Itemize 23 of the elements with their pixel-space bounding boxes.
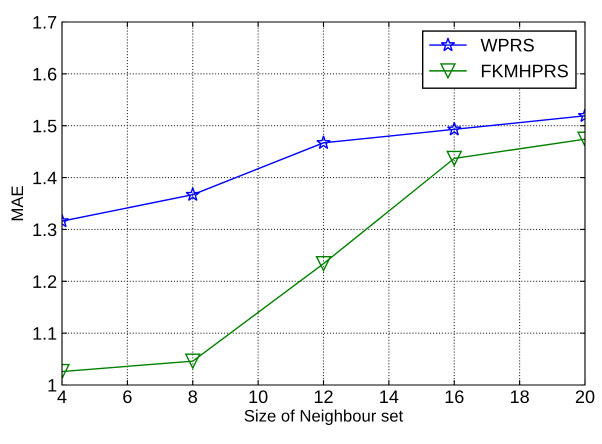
legend-label: FKMHPRS xyxy=(482,64,568,78)
y-tick-label: 1.4 xyxy=(33,172,57,184)
x-tick-label: 10 xyxy=(249,390,268,404)
y-tick-label: 1.6 xyxy=(33,68,56,81)
y-tick-label: 1.5 xyxy=(33,120,56,132)
x-tick-label: 20 xyxy=(576,390,594,404)
y-axis-title: MAE xyxy=(12,186,24,220)
point xyxy=(316,135,331,150)
y-tick-label: 1.7 xyxy=(33,16,56,29)
x-tick-label: 16 xyxy=(446,390,464,404)
x-tick-label: 18 xyxy=(510,390,529,404)
point xyxy=(316,256,332,272)
y-tick-label: 1.3 xyxy=(33,223,56,236)
y-tick-label: 1 xyxy=(48,379,56,392)
legend-label: WPRS xyxy=(480,38,534,52)
y-tick-label: 1.2 xyxy=(33,275,56,288)
x-tick-label: 8 xyxy=(188,390,197,404)
y-tick-label: 1.1 xyxy=(33,327,56,340)
x-tick-label: 4 xyxy=(57,390,66,403)
x-tick-label: 12 xyxy=(314,390,333,403)
x-tick-label: 14 xyxy=(380,390,398,403)
x-axis-title: Size of Neighbour set xyxy=(244,409,404,426)
x-tick-label: 6 xyxy=(123,390,132,404)
